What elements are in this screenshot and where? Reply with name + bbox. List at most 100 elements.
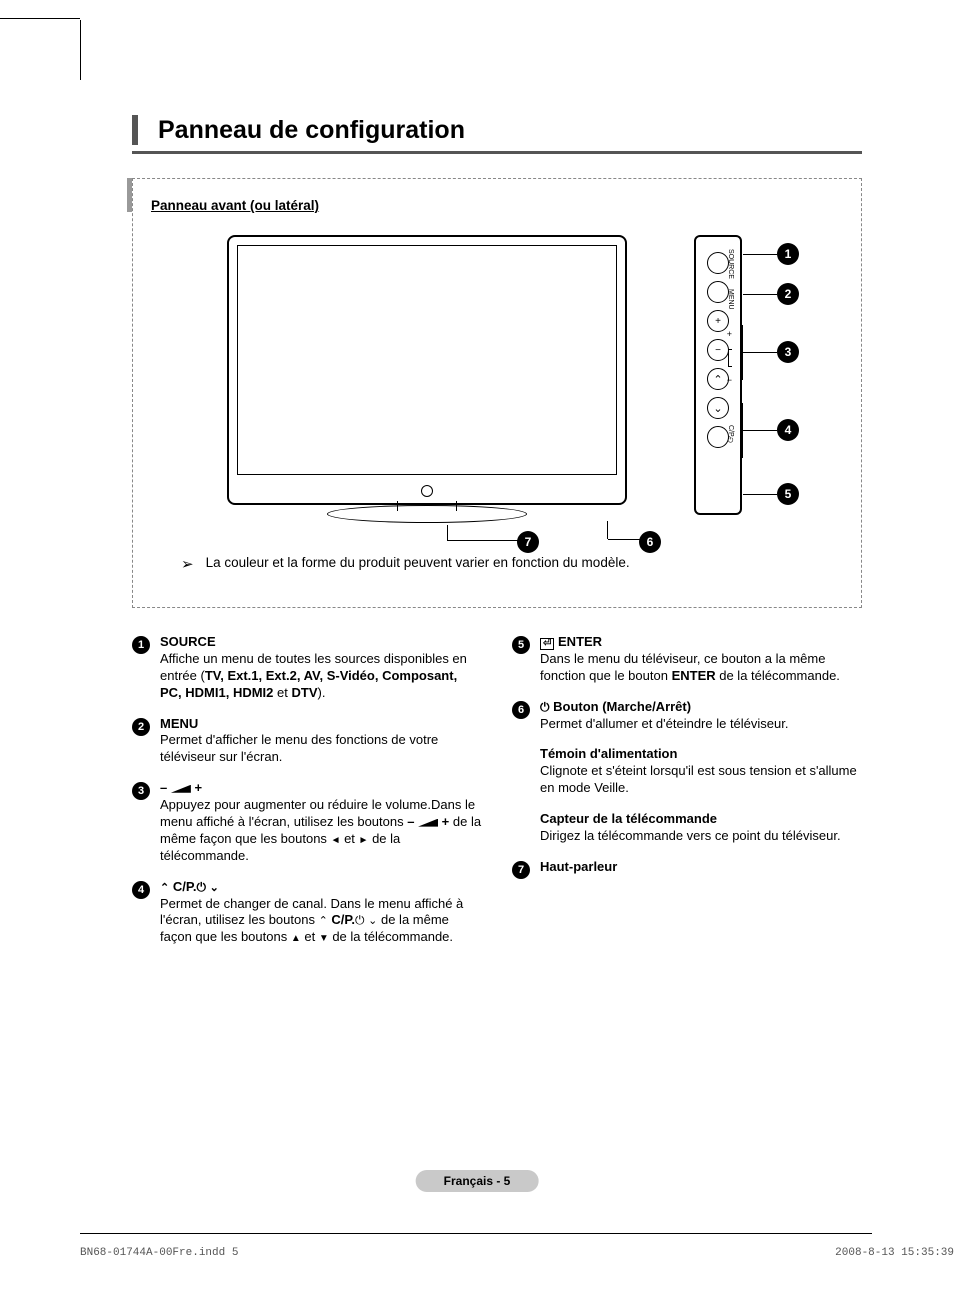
desc-item-1: 1 SOURCE Affiche un menu de toutes les s… — [132, 634, 482, 702]
lead-line — [743, 430, 777, 431]
diagram-box: Panneau avant (ou latéral) SOURCE MENU +… — [132, 178, 862, 608]
desc-col-left: 1 SOURCE Affiche un menu de toutes les s… — [132, 634, 482, 960]
lead-line — [743, 294, 777, 295]
item-heading: Bouton (Marche/Arrêt) — [540, 699, 691, 714]
page-crop-mark-v — [80, 20, 82, 80]
down-arrow-icon — [319, 929, 329, 944]
page-title: Panneau de configuration — [158, 116, 465, 145]
volume-ramp-icon — [418, 819, 438, 827]
lead-line — [607, 521, 608, 539]
lead-line — [743, 352, 777, 353]
description-columns: 1 SOURCE Affiche un menu de toutes les s… — [132, 634, 862, 960]
item-number: 6 — [512, 701, 530, 719]
callout-5: 5 — [777, 483, 799, 505]
item-heading: ⏎ ENTER — [540, 634, 602, 649]
sub-text: Dirigez la télécommande vers ce point du… — [540, 828, 841, 843]
plus-label: + — [727, 329, 732, 339]
lead-line — [743, 254, 777, 255]
power-icon — [540, 699, 550, 714]
lead-line — [447, 540, 519, 541]
item-heading: – + — [160, 780, 202, 795]
note-arrow-icon: ➢ — [181, 555, 194, 573]
vol-down-button[interactable]: − — [707, 339, 729, 361]
ch-up-button[interactable] — [707, 368, 729, 390]
sub-item: Témoin d'alimentation Clignote et s'étei… — [540, 746, 862, 797]
tv-side-panel: SOURCE MENU + + − − C/P.⏻ — [694, 235, 742, 515]
item-text: et — [301, 929, 319, 944]
desc-body: C/P. Permet de changer de canal. Dans le… — [160, 879, 482, 947]
power-icon — [196, 879, 206, 894]
left-arrow-icon — [331, 831, 341, 846]
desc-col-right: 5 ⏎ ENTER Dans le menu du téléviseur, ce… — [512, 634, 862, 960]
item-text: Permet d'allumer et d'éteindre le télévi… — [540, 716, 788, 731]
menu-label: MENU — [727, 289, 734, 310]
enter-head: ENTER — [558, 634, 602, 649]
callout-2: 2 — [777, 283, 799, 305]
source-label: SOURCE — [727, 249, 734, 279]
tv-diagram: SOURCE MENU + + − − C/P.⏻ — [177, 225, 817, 545]
item-number: 2 — [132, 718, 150, 736]
vol-up-button[interactable]: + — [707, 310, 729, 332]
volume-ramp-icon — [171, 785, 191, 793]
up-arrow-icon — [291, 929, 301, 944]
desc-item-4: 4 C/P. Permet de changer de canal. Dans … — [132, 879, 482, 947]
callout-1: 1 — [777, 243, 799, 265]
diagram-note-row: ➢ La couleur et la forme du produit peuv… — [181, 555, 843, 573]
item-number: 4 — [132, 881, 150, 899]
item-text: Permet d'afficher le menu des fonctions … — [160, 732, 438, 764]
item-number: 3 — [132, 782, 150, 800]
callout-3: 3 — [777, 341, 799, 363]
panel-subtitle: Panneau avant (ou latéral) — [151, 198, 319, 213]
desc-body: SOURCE Affiche un menu de toutes les sou… — [160, 634, 482, 702]
cp-head: C/P. — [173, 879, 197, 894]
page-crop-mark-h — [0, 18, 80, 20]
callout-6: 6 — [639, 531, 661, 553]
footer-crop-line — [80, 1233, 872, 1234]
lead-line — [742, 325, 743, 380]
lead-line — [608, 539, 643, 540]
lead-line — [742, 403, 743, 458]
lead-line — [743, 494, 777, 495]
ch-down-button[interactable] — [707, 397, 729, 419]
item-heading: Haut-parleur — [540, 859, 617, 874]
chevron-down-icon — [210, 879, 219, 894]
sub-heading: Capteur de la télécommande — [540, 811, 862, 828]
item-number: 7 — [512, 861, 530, 879]
right-arrow-icon — [359, 831, 369, 846]
desc-body: MENU Permet d'afficher le menu des fonct… — [160, 716, 482, 767]
item-heading: SOURCE — [160, 634, 216, 649]
menu-button[interactable] — [707, 281, 729, 303]
source-button[interactable] — [707, 252, 729, 274]
lead-line — [447, 525, 448, 540]
item-bold: C/P. — [331, 912, 355, 927]
desc-item-2: 2 MENU Permet d'afficher le menu des fon… — [132, 716, 482, 767]
desc-body: Haut-parleur — [540, 859, 617, 879]
chevron-down-icon — [368, 912, 377, 927]
title-row: Panneau de configuration — [132, 115, 862, 154]
item-bold: ENTER — [672, 668, 716, 683]
sub-text: Clignote et s'éteint lorsqu'il est sous … — [540, 763, 857, 795]
page-footer-pill: Français - 5 — [416, 1170, 539, 1192]
item-text: de la télécommande. — [329, 929, 453, 944]
print-mark-left: BN68-01744A-00Fre.indd 5 — [80, 1247, 238, 1259]
vol-bracket — [728, 349, 732, 367]
desc-body: Bouton (Marche/Arrêt) Permet d'allumer e… — [540, 699, 862, 845]
chevron-up-icon — [319, 912, 328, 927]
item-bold: DTV — [291, 685, 317, 700]
item-text: et — [273, 685, 291, 700]
desc-item-3: 3 – + Appuyez pour augmenter ou réduire … — [132, 780, 482, 864]
item-heading: MENU — [160, 716, 198, 731]
item-number: 1 — [132, 636, 150, 654]
chevron-up-icon — [160, 879, 169, 894]
callout-4: 4 — [777, 419, 799, 441]
cp-label: C/P.⏻ — [726, 425, 734, 445]
item-text: et — [340, 831, 358, 846]
enter-box-icon: ⏎ — [540, 638, 554, 650]
sym: – — [407, 814, 418, 829]
desc-item-6: 6 Bouton (Marche/Arrêt) Permet d'allumer… — [512, 699, 862, 845]
sub-heading: Témoin d'alimentation — [540, 746, 862, 763]
power-head: Bouton (Marche/Arrêt) — [553, 699, 691, 714]
item-text: de la télécommande. — [716, 668, 840, 683]
desc-body: ⏎ ENTER Dans le menu du téléviseur, ce b… — [540, 634, 862, 685]
desc-item-7: 7 Haut-parleur — [512, 859, 862, 879]
